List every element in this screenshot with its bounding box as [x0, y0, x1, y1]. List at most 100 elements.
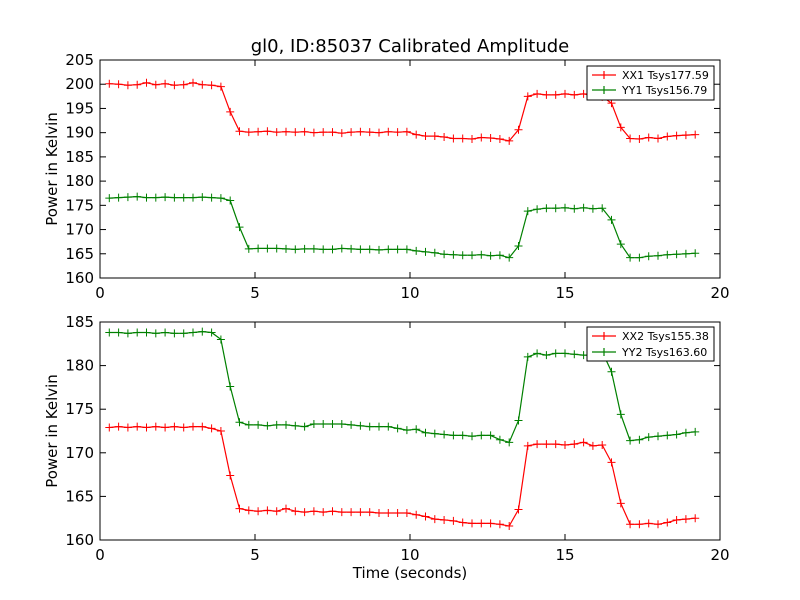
data-point: [393, 245, 402, 254]
data-point: [402, 245, 411, 254]
data-point: [421, 247, 430, 256]
data-point: [179, 423, 188, 432]
data-point: [681, 131, 690, 140]
legend-label-xx2: XX2 Tsys155.38: [622, 330, 709, 343]
data-point: [328, 420, 337, 429]
y-tick-label: 175: [65, 196, 94, 214]
data-point: [114, 328, 123, 337]
data-point: [486, 519, 495, 528]
legend-label-xx1: XX1 Tsys177.59: [622, 69, 709, 82]
data-point: [616, 410, 625, 419]
data-point: [412, 425, 421, 434]
data-point: [691, 514, 700, 523]
data-point: [384, 422, 393, 431]
data-point: [105, 194, 114, 203]
bottom-chart: 0 5 10 15 20 160 165 170 175 180 185 Power in Kelv…: [43, 313, 730, 582]
data-point: [319, 128, 328, 137]
y-tick-label: 165: [65, 487, 94, 505]
data-point: [328, 245, 337, 254]
data-point: [254, 507, 263, 516]
data-point: [123, 81, 132, 90]
y-tick-label: 185: [65, 313, 94, 331]
data-point: [616, 123, 625, 132]
chart-title: gl0, ID:85037 Calibrated Amplitude: [251, 36, 570, 57]
top-chart: gl0, ID:85037 Calibrated Amplitude 0 5 10 1…: [43, 36, 730, 302]
data-point: [430, 248, 439, 257]
data-point: [347, 128, 356, 137]
y-tick-label: 160: [65, 269, 94, 287]
series-layer: [105, 327, 700, 531]
data-point: [244, 506, 253, 515]
data-point: [114, 422, 123, 431]
x-tick-label: 10: [400, 546, 419, 564]
data-point: [458, 431, 467, 440]
data-point: [105, 79, 114, 88]
data-point: [551, 204, 560, 213]
data-point: [123, 329, 132, 338]
data-point: [495, 134, 504, 143]
data-point: [133, 80, 142, 89]
data-point: [570, 350, 579, 359]
data-point: [309, 507, 318, 516]
data-point: [644, 133, 653, 142]
data-point: [161, 193, 170, 202]
data-point: [468, 251, 476, 260]
data-point: [189, 422, 197, 431]
data-point: [263, 421, 272, 430]
data-point: [123, 423, 132, 432]
data-point: [189, 78, 197, 87]
data-point: [151, 80, 160, 89]
data-point: [142, 423, 151, 432]
data-point: [598, 204, 607, 213]
data-point: [570, 440, 579, 449]
data-point: [542, 440, 551, 449]
data-point: [523, 352, 532, 361]
x-tick-label: 15: [555, 284, 574, 302]
data-point: [449, 516, 458, 525]
data-point: [635, 520, 644, 529]
data-point: [607, 215, 616, 224]
data-point: [644, 433, 653, 442]
y-axis-label: Power in Kelvin: [43, 112, 61, 226]
data-point: [551, 440, 560, 449]
data-point: [579, 203, 588, 212]
data-point: [477, 250, 486, 259]
data-point: [365, 128, 374, 137]
data-point: [207, 328, 216, 337]
data-point: [272, 128, 281, 137]
data-point: [579, 351, 588, 360]
data-point: [179, 80, 188, 89]
data-point: [635, 435, 644, 444]
data-point: [486, 251, 495, 260]
data-point: [514, 505, 523, 514]
data-point: [189, 193, 197, 202]
data-point: [189, 328, 197, 337]
data-point: [375, 128, 383, 137]
data-point: [170, 193, 179, 202]
data-point: [207, 424, 216, 433]
data-point: [533, 89, 542, 98]
data-point: [449, 250, 458, 259]
data-point: [365, 508, 374, 517]
data-point: [523, 92, 532, 101]
data-point: [347, 244, 356, 253]
data-point: [505, 253, 514, 262]
data-point: [477, 431, 486, 440]
data-point: [458, 134, 467, 143]
data-point: [151, 193, 160, 202]
data-point: [672, 250, 681, 259]
legend: XX2 Tsys155.38 YY2 Tsys163.60: [586, 326, 715, 362]
data-point: [356, 127, 365, 136]
series-line-1: [109, 195, 696, 259]
data-point: [412, 246, 421, 255]
data-point: [207, 193, 216, 202]
data-point: [672, 515, 681, 524]
data-point: [170, 81, 179, 90]
data-point: [458, 518, 467, 527]
data-point: [691, 427, 700, 436]
data-point: [291, 421, 300, 430]
data-point: [393, 128, 402, 137]
x-tick-label: 15: [555, 546, 574, 564]
series-line-0: [109, 425, 696, 527]
data-point: [440, 133, 449, 142]
